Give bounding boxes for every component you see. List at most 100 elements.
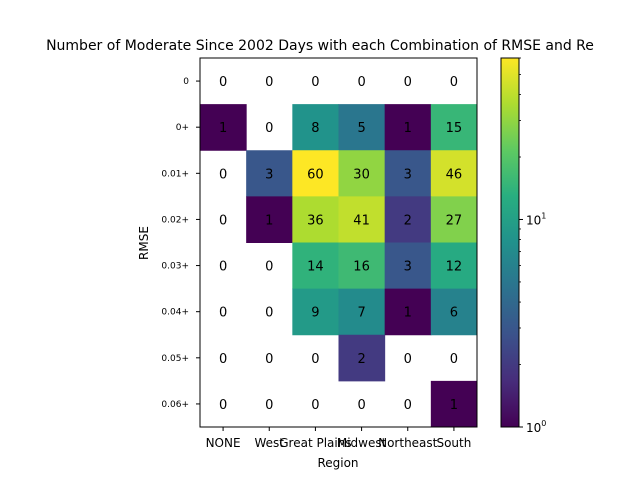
heatmap-cell xyxy=(338,288,386,336)
y-tick-label: 0.02+ xyxy=(161,215,189,225)
colorbar-tick-exponent: 1 xyxy=(541,211,546,220)
cell-value-label: 0 xyxy=(219,398,227,413)
cell-value-label: 0 xyxy=(404,352,412,367)
heatmap-cell xyxy=(384,288,432,336)
cell-value-label: 0 xyxy=(219,260,227,275)
cell-value-label: 0 xyxy=(450,75,458,90)
cell-value-label: 0 xyxy=(311,75,319,90)
cell-value-label: 16 xyxy=(353,260,370,275)
x-tick-label: West xyxy=(254,436,284,450)
y-tick-label: 0.01+ xyxy=(161,169,189,179)
x-tick-label: Northeast xyxy=(378,436,438,450)
cell-value-label: 0 xyxy=(311,352,319,367)
heatmap-cell xyxy=(430,104,478,151)
heatmap-cell xyxy=(246,196,293,243)
colorbar-gradient xyxy=(501,58,519,427)
heatmap-cell xyxy=(430,242,478,290)
cell-value-label: 0 xyxy=(219,352,227,367)
cell-value-label: 0 xyxy=(265,306,273,321)
heatmap-cell xyxy=(338,104,386,151)
cell-value-label: 0 xyxy=(357,398,365,413)
y-tick-label: 0.05+ xyxy=(161,354,189,364)
colorbar-ticks: 100 101 xyxy=(519,57,546,435)
heatmap-cell xyxy=(384,196,432,243)
heatmap-cell xyxy=(292,288,339,336)
cell-value-label: 0 xyxy=(404,75,412,90)
cell-value-label: 5 xyxy=(357,121,365,136)
heatmap-cell xyxy=(430,288,478,336)
y-axis: 0 0+ 0.01+ 0.02+ 0.03+ 0.04+ 0.05+ 0.06+ xyxy=(161,77,200,410)
y-tick-label: 0.06+ xyxy=(161,400,189,410)
cell-value-label: 9 xyxy=(311,306,319,321)
cell-value-label: 12 xyxy=(446,260,463,275)
plot-frame xyxy=(199,57,478,428)
cell-value-label: 3 xyxy=(404,260,412,275)
heatmap-cell xyxy=(246,150,293,197)
y-tick-label: 0.03+ xyxy=(161,262,189,272)
x-tick-label: Midwest xyxy=(337,436,387,450)
heatmap-cell xyxy=(384,150,432,197)
heatmap-cell xyxy=(430,150,478,197)
cell-value-label: 3 xyxy=(265,167,273,182)
cell-value-label: 2 xyxy=(357,352,365,367)
cell-value-label: 0 xyxy=(450,352,458,367)
heatmap-cell xyxy=(338,150,386,197)
heatmap-cells xyxy=(200,104,478,428)
cell-value-label: 0 xyxy=(265,352,273,367)
cell-value-label: 0 xyxy=(219,306,227,321)
x-tick-label: South xyxy=(436,436,471,450)
cell-value-label: 0 xyxy=(219,167,227,182)
cell-value-label: 1 xyxy=(404,306,412,321)
cell-value-label: 60 xyxy=(307,167,324,182)
cell-value-label: 0 xyxy=(311,398,319,413)
heatmap-cell xyxy=(384,242,432,290)
cell-value-label: 15 xyxy=(446,121,463,136)
x-tick-label: NONE xyxy=(206,436,241,450)
cell-value-label: 1 xyxy=(265,213,273,228)
heatmap-cell xyxy=(384,104,432,151)
heatmap-cell xyxy=(338,242,386,290)
chart-title: Number of Moderate Since 2002 Days with … xyxy=(46,38,594,54)
cell-value-label: 0 xyxy=(404,398,412,413)
cell-value-label: 27 xyxy=(446,213,463,228)
cell-value-label: 1 xyxy=(404,121,412,136)
y-tick-label: 0+ xyxy=(176,123,189,133)
x-tick-label: Great Plains xyxy=(279,436,351,450)
heatmap-cell xyxy=(338,334,386,382)
heatmap-cell-labels: 0 0 0 0 0 01 0 8 5 1 150 3 60 30 3 460 1 36 41 2 270 0 14 16 3 12… xyxy=(219,75,462,413)
cell-value-label: 46 xyxy=(446,167,463,182)
y-axis-label: RMSE xyxy=(137,226,151,260)
y-tick-label: 0.04+ xyxy=(161,308,189,318)
heatmap-cell xyxy=(430,196,478,243)
heatmap-cell xyxy=(292,196,339,243)
cell-value-label: 1 xyxy=(450,398,458,413)
cell-value-label: 0 xyxy=(219,213,227,228)
x-axis-label: Region xyxy=(317,456,358,470)
cell-value-label: 30 xyxy=(353,167,370,182)
cell-value-label: 7 xyxy=(357,306,365,321)
colorbar: 100 101 xyxy=(500,57,546,435)
heatmap-cell xyxy=(292,104,339,151)
cell-value-label: 0 xyxy=(357,75,365,90)
heatmap-cell xyxy=(292,242,339,290)
heatmap-cell xyxy=(430,380,478,428)
cell-value-label: 36 xyxy=(307,213,324,228)
heatmap-cell xyxy=(338,196,386,243)
colorbar-frame xyxy=(500,57,520,428)
cell-value-label: 0 xyxy=(219,75,227,90)
colorbar-tick-exponent: 0 xyxy=(541,419,546,428)
y-tick-label: 0 xyxy=(183,77,189,87)
colorbar-tick-label: 101 xyxy=(526,211,546,227)
cell-value-label: 2 xyxy=(404,213,412,228)
cell-value-label: 8 xyxy=(311,121,319,136)
cell-value-label: 0 xyxy=(265,260,273,275)
cell-value-label: 41 xyxy=(353,213,370,228)
cell-value-label: 14 xyxy=(307,260,324,275)
cell-value-label: 0 xyxy=(265,398,273,413)
cell-value-label: 1 xyxy=(219,121,227,136)
cell-value-label: 3 xyxy=(404,167,412,182)
cell-value-label: 0 xyxy=(265,121,273,136)
cell-value-label: 6 xyxy=(450,306,458,321)
